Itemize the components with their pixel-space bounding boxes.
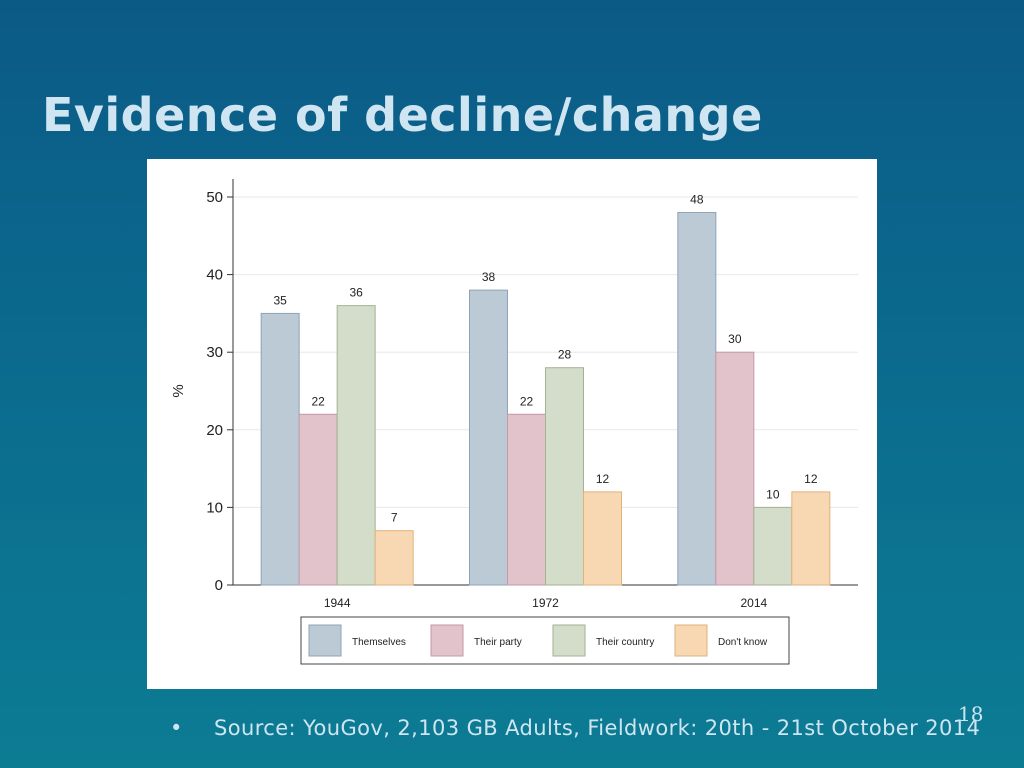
bar-their-country-2014 [753,506,793,586]
data-label: 36 [349,286,363,300]
bar-their-party-1972 [507,413,546,586]
x-tick-label: 1972 [532,596,559,610]
legend-swatch-don-t-know [674,624,708,657]
data-label: 38 [482,270,496,284]
bar-themselves-1972 [469,289,508,586]
data-label: 10 [766,487,780,501]
y-tick-label: 40 [206,267,223,284]
bar-themselves-2014 [677,212,717,586]
bar-don-t-know-1944 [374,530,414,586]
y-axis-label: % [170,384,187,397]
y-tick-label: 30 [206,344,223,361]
bar-themselves-1944 [260,312,300,586]
data-label: 12 [804,472,818,486]
legend-box [300,616,790,665]
y-tick-label: 10 [206,499,223,516]
data-label: 22 [520,394,534,408]
data-label: 28 [558,348,572,362]
bar-their-country-1944 [336,305,376,586]
y-tick-label: 20 [206,422,223,439]
data-label: 35 [273,293,287,307]
y-tick-label: 0 [215,577,223,594]
bar-their-country-1972 [545,367,584,586]
data-label: 30 [728,332,742,346]
slide-title: Evidence of decline/change [42,88,763,142]
data-label: 7 [391,511,398,525]
page-number: 18 [958,702,984,726]
legend-label: Themselves [352,637,406,648]
x-tick-label: 2014 [740,596,767,610]
legend-label: Don't know [718,637,768,648]
bullet-icon: • [170,716,183,740]
source-text: Source: YouGov, 2,103 GB Adults, Fieldwo… [214,716,981,740]
legend-swatch-themselves [308,624,342,657]
bar-chart: 0 10 20 30 40 50% 35 22 36 7 1944 38 22 28 12 1972 48 30 1… [170,179,858,665]
source-note: • Source: YouGov, 2,103 GB Adults, Fieldw… [170,716,980,740]
bar-don-t-know-2014 [791,491,831,586]
chart-panel: 0 10 20 30 40 50% 35 22 36 7 1944 38 22 28 12 1972 48 30 1… [147,159,877,689]
legend-swatch-their-country [552,624,586,657]
bar-their-party-1944 [298,413,338,586]
bar-don-t-know-1972 [583,491,622,586]
data-label: 48 [690,193,704,207]
legend-label: Their party [474,637,522,648]
legend-swatch-their-party [430,624,464,657]
x-tick-label: 1944 [324,596,351,610]
y-tick-label: 50 [206,189,223,206]
bar-their-party-2014 [715,351,755,586]
data-label: 22 [311,394,325,408]
data-label: 12 [596,472,610,486]
legend-label: Their country [596,637,654,648]
